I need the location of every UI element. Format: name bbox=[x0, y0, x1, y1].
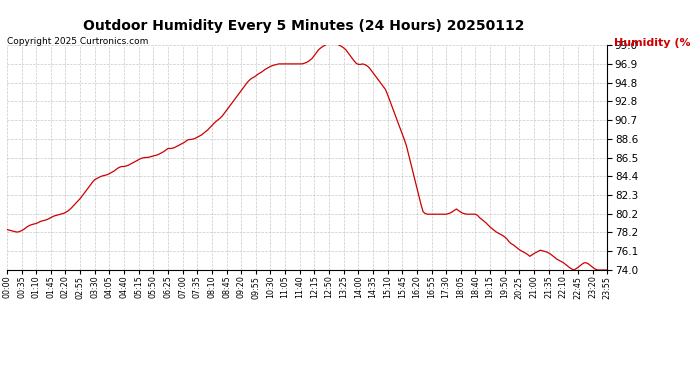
Text: Copyright 2025 Curtronics.com: Copyright 2025 Curtronics.com bbox=[7, 38, 148, 46]
Text: Humidity (%): Humidity (%) bbox=[614, 38, 690, 48]
Text: Outdoor Humidity Every 5 Minutes (24 Hours) 20250112: Outdoor Humidity Every 5 Minutes (24 Hou… bbox=[83, 19, 524, 33]
